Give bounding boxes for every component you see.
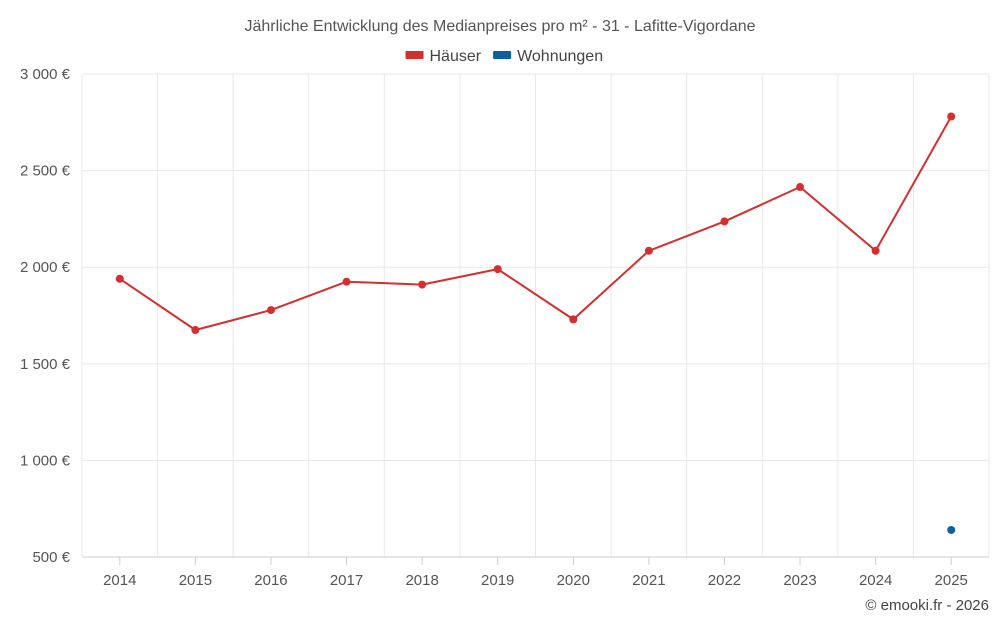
data-point[interactable] xyxy=(418,280,427,289)
x-tick-label: 2017 xyxy=(330,572,363,589)
x-tick-label: 2022 xyxy=(708,572,741,589)
legend-label[interactable]: Wohnungen xyxy=(517,48,603,65)
legend-swatch[interactable] xyxy=(405,51,424,59)
axes: 500 € 1 000 € 1 500 € 2 000 € 2 500 € 3 000 €… xyxy=(20,66,989,589)
data-point[interactable] xyxy=(947,525,956,534)
data-point[interactable] xyxy=(871,246,880,255)
chart-title: Jährliche Entwicklung des Medianpreises … xyxy=(244,18,755,35)
data-point[interactable] xyxy=(342,277,351,286)
legend: Häuser Wohnungen xyxy=(405,48,603,65)
credit-text: © emooki.fr - 2026 xyxy=(865,597,989,614)
y-tick-label: 2 500 € xyxy=(20,163,71,180)
data-point[interactable] xyxy=(947,112,956,121)
x-tick-label: 2018 xyxy=(405,572,438,589)
x-tick-label: 2016 xyxy=(254,572,287,589)
x-tick-label: 2015 xyxy=(179,572,212,589)
x-tick-label: 2019 xyxy=(481,572,514,589)
y-tick-label: 1 500 € xyxy=(20,356,71,373)
y-tick-label: 3 000 € xyxy=(20,66,71,83)
data-point[interactable] xyxy=(191,325,200,334)
y-tick-label: 500 € xyxy=(32,549,70,566)
x-tick-label: 2021 xyxy=(632,572,665,589)
data-point[interactable] xyxy=(115,274,124,283)
series-layer xyxy=(115,112,956,534)
x-tick-label: 2024 xyxy=(859,572,892,589)
series-line xyxy=(119,116,953,331)
x-tick-label: 2020 xyxy=(557,572,590,589)
data-point[interactable] xyxy=(796,183,805,192)
x-tick-label: 2025 xyxy=(935,572,968,589)
gridlines xyxy=(81,73,990,557)
data-point[interactable] xyxy=(266,306,275,315)
data-point[interactable] xyxy=(644,246,653,255)
y-tick-label: 1 000 € xyxy=(20,452,71,469)
x-tick-label: 2023 xyxy=(783,572,816,589)
data-point[interactable] xyxy=(493,265,502,274)
data-point[interactable] xyxy=(569,315,578,324)
legend-label[interactable]: Häuser xyxy=(430,48,482,65)
data-point[interactable] xyxy=(720,217,729,226)
x-tick-label: 2014 xyxy=(103,572,136,589)
legend-swatch[interactable] xyxy=(493,51,512,59)
y-tick-label: 2 000 € xyxy=(20,259,71,276)
